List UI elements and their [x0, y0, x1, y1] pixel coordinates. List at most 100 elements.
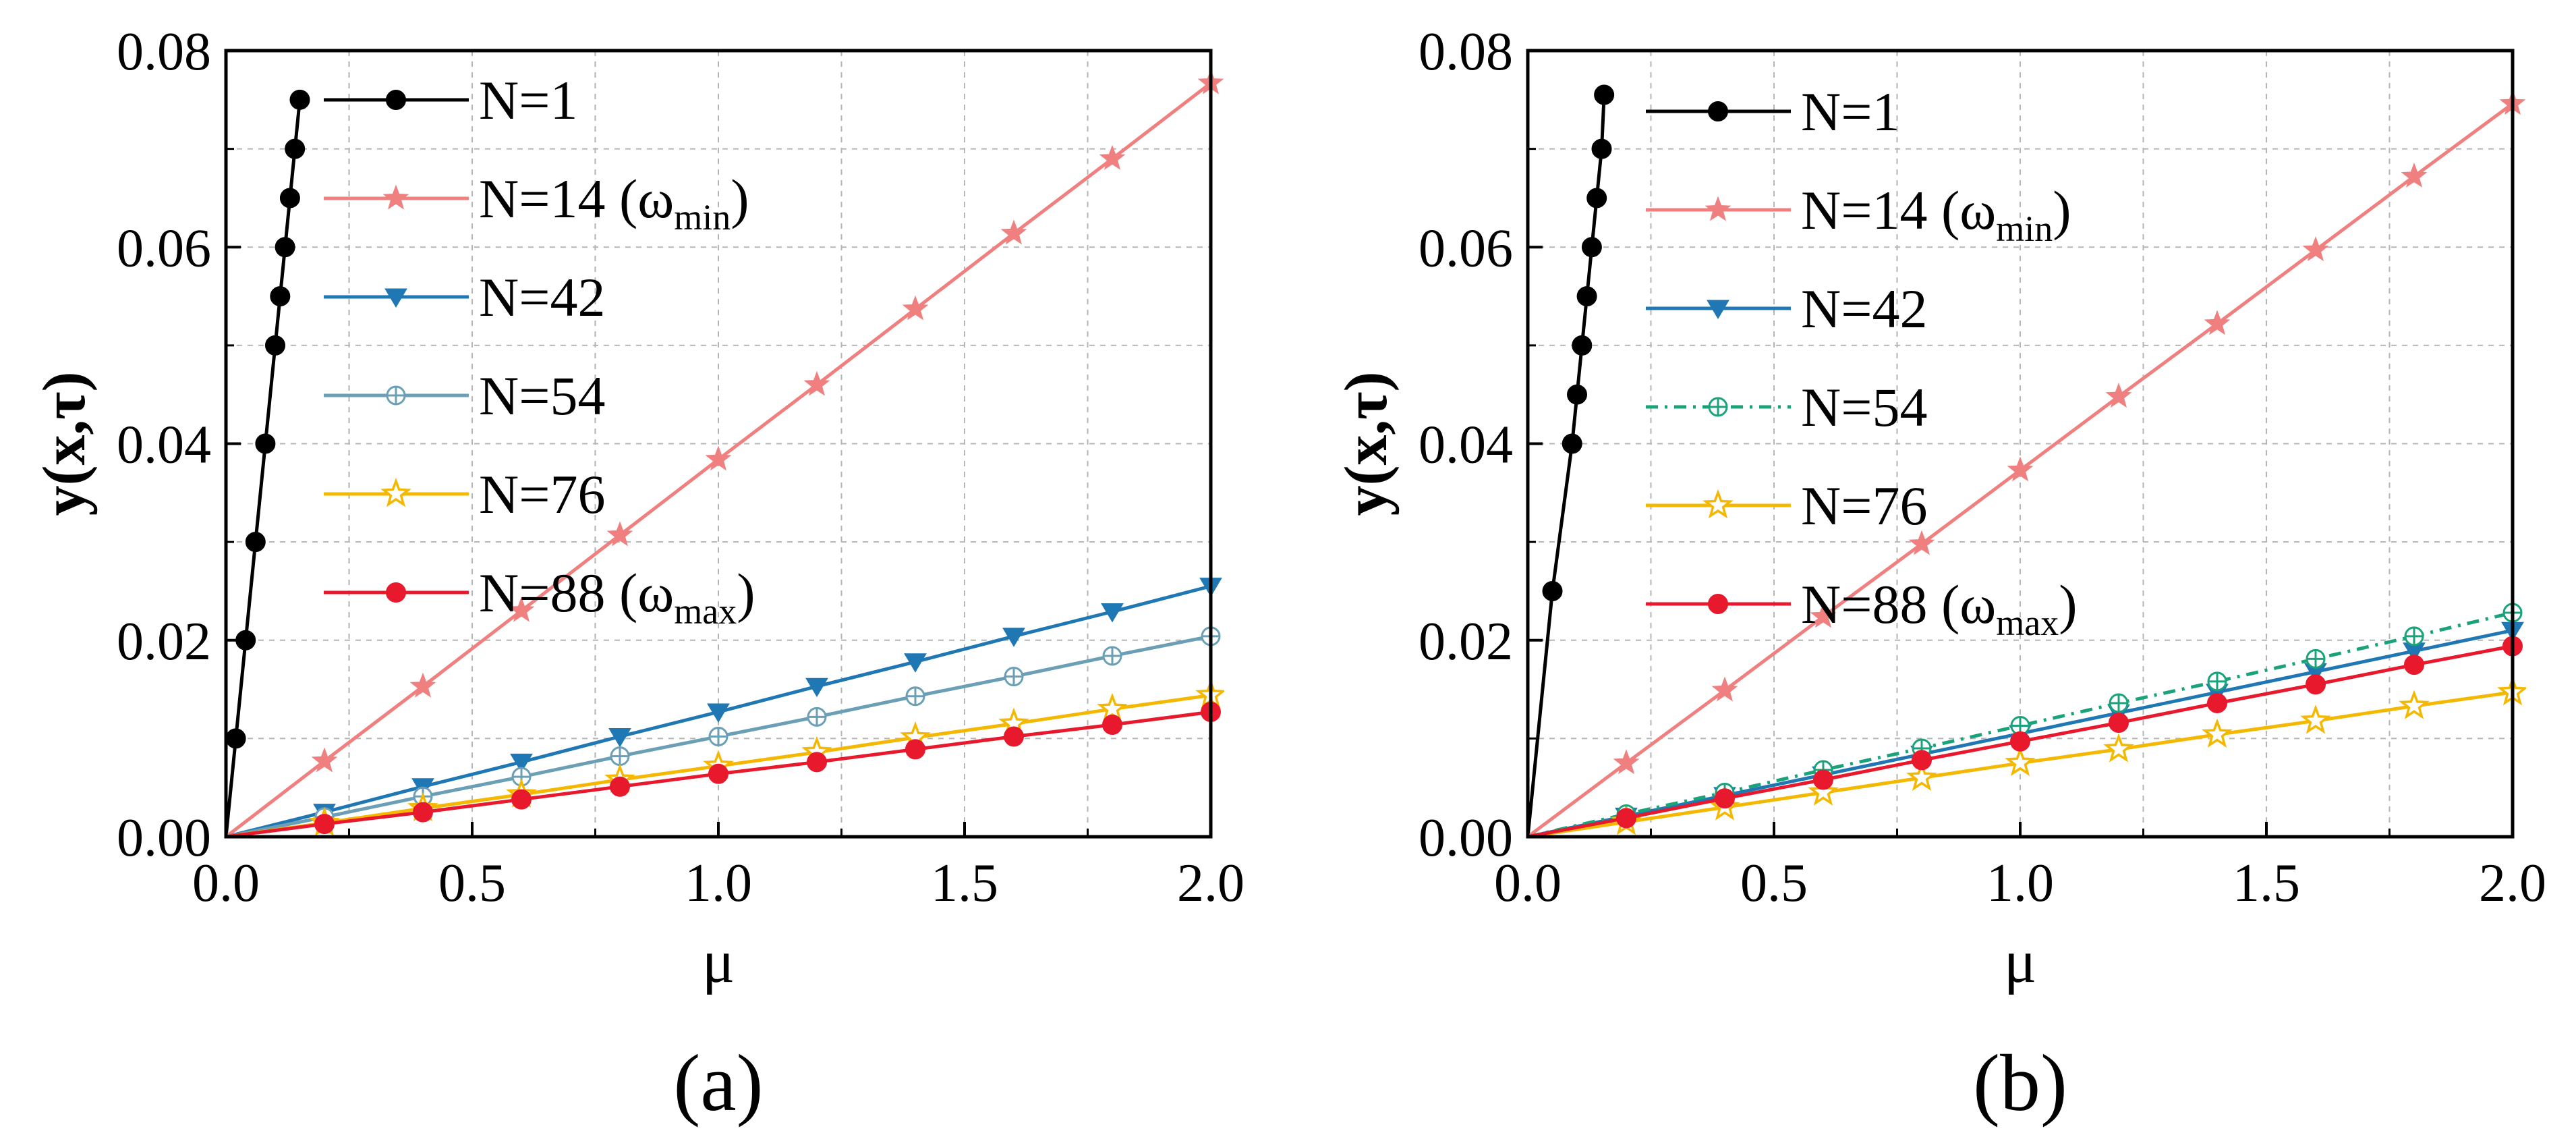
legend-marker — [382, 184, 409, 210]
data-point — [2005, 746, 2036, 777]
x-tick-label: 2.0 — [1177, 854, 1244, 913]
data-point — [1572, 335, 1593, 356]
data-point — [2401, 162, 2428, 188]
data-point — [1004, 667, 1024, 687]
x-tick-label: 1.5 — [2233, 854, 2300, 913]
data-point — [1101, 603, 1124, 623]
legend-item: N=42 — [1646, 278, 1927, 339]
axes: 0.0 0.5 1.0 1.5 2.0 0.00 0.02 0.04 0.06 0.08 — [1419, 22, 2546, 913]
data-point — [803, 370, 830, 396]
legend-marker — [386, 582, 406, 603]
data-point — [265, 335, 285, 356]
data-point — [2207, 692, 2227, 713]
legend-marker — [384, 288, 407, 308]
data-point — [1616, 808, 1636, 829]
series-n-88- — [1527, 636, 2523, 839]
legend-label: N=54 — [479, 365, 605, 426]
x-axis-title: μ — [2004, 929, 2036, 995]
data-point — [1711, 676, 1738, 702]
data-point — [1912, 750, 1932, 771]
y-tick-label: 0.06 — [1419, 219, 1513, 278]
legend-label: N=1 — [479, 70, 577, 131]
data-point — [1002, 628, 1025, 647]
legend-label: N=14 (ωmin) — [1801, 179, 2071, 249]
data-point — [270, 286, 291, 307]
data-point — [610, 746, 630, 767]
x-tick-label: 1.0 — [685, 854, 752, 913]
data-point — [510, 753, 533, 773]
data-point — [2109, 713, 2129, 733]
y-tick-label: 0.00 — [117, 808, 211, 868]
data-point — [2404, 655, 2424, 675]
legend-marker — [380, 478, 411, 507]
legend-item: N=76 — [1646, 475, 1927, 536]
data-point — [1567, 384, 1587, 405]
data-point — [708, 763, 728, 784]
panel-b: 0.0 0.5 1.0 1.5 2.0 0.00 0.02 0.04 0.06 0.08 μ y(x,… — [1333, 22, 2546, 1128]
data-point — [275, 237, 295, 258]
data-point — [1542, 580, 1563, 601]
legend-label: N=88 (ωmax) — [479, 562, 755, 632]
y-axis-title: y(x,τ) — [31, 372, 98, 516]
y-tick-label: 0.04 — [1419, 416, 1513, 475]
legend: N=1 N=14 (ωmin) N=42 N=54 N=76 N=88 (ωmax) — [324, 70, 755, 632]
x-axis-title: μ — [702, 929, 735, 995]
legend-marker — [1708, 594, 1728, 614]
data-point — [1102, 714, 1122, 735]
data-point — [902, 295, 929, 321]
data-point — [904, 653, 927, 673]
legend-marker — [1708, 101, 1728, 121]
y-axis-title: y(x,τ) — [1333, 372, 1400, 516]
x-tick-label: 0.5 — [1740, 854, 1808, 913]
series-n-88- — [225, 702, 1221, 839]
data-point — [235, 630, 256, 650]
legend-item: N=42 — [324, 267, 605, 328]
data-point — [608, 727, 631, 748]
legend-marker — [1707, 300, 1729, 319]
data-point — [1715, 788, 1735, 809]
data-point — [2399, 690, 2430, 719]
axes-frame — [224, 49, 1213, 839]
data-point — [409, 672, 436, 698]
data-point — [285, 138, 306, 159]
data-point — [1613, 749, 1640, 775]
data-point — [905, 739, 925, 760]
grid — [1528, 51, 2513, 837]
data-point — [2105, 383, 2132, 408]
data-point — [1102, 646, 1122, 666]
data-point — [1004, 726, 1024, 747]
legend-marker — [1702, 489, 1734, 519]
data-point — [1908, 530, 1935, 555]
legend-label: N=42 — [479, 267, 605, 328]
legend-item: N=88 (ωmax) — [324, 562, 755, 632]
data-point — [1586, 188, 1607, 209]
data-point — [1576, 286, 1597, 307]
legend-marker — [386, 385, 406, 406]
data-point — [225, 728, 246, 749]
data-point — [708, 726, 728, 746]
x-tick-label: 1.5 — [931, 854, 998, 913]
legend-label: N=76 — [1801, 475, 1927, 536]
data-point — [245, 532, 266, 553]
legend-item: N=54 — [1646, 377, 1927, 438]
data-point — [511, 789, 532, 810]
data-point — [289, 89, 310, 110]
legend-item: N=54 — [324, 365, 605, 426]
legend-marker — [1708, 397, 1728, 417]
data-point — [1813, 769, 1833, 790]
y-tick-label: 0.02 — [1419, 612, 1513, 671]
data-point — [279, 188, 300, 209]
series-n-14- — [225, 69, 1224, 838]
data-point — [1097, 692, 1128, 723]
data-point — [2404, 626, 2424, 646]
series-line — [1527, 611, 2513, 839]
series-n-1 — [1526, 84, 1615, 837]
legend-item: N=76 — [324, 464, 605, 525]
axes: 0.0 0.5 1.0 1.5 2.0 0.00 0.02 0.04 0.06 0.08 — [117, 22, 1244, 913]
legend-item: N=88 (ωmax) — [1646, 574, 2078, 643]
data-point — [1591, 138, 1612, 159]
data-point — [606, 521, 633, 547]
legend-label: N=14 (ωmin) — [479, 168, 749, 238]
series-line — [224, 99, 302, 837]
y-tick-label: 0.00 — [1419, 808, 1513, 868]
